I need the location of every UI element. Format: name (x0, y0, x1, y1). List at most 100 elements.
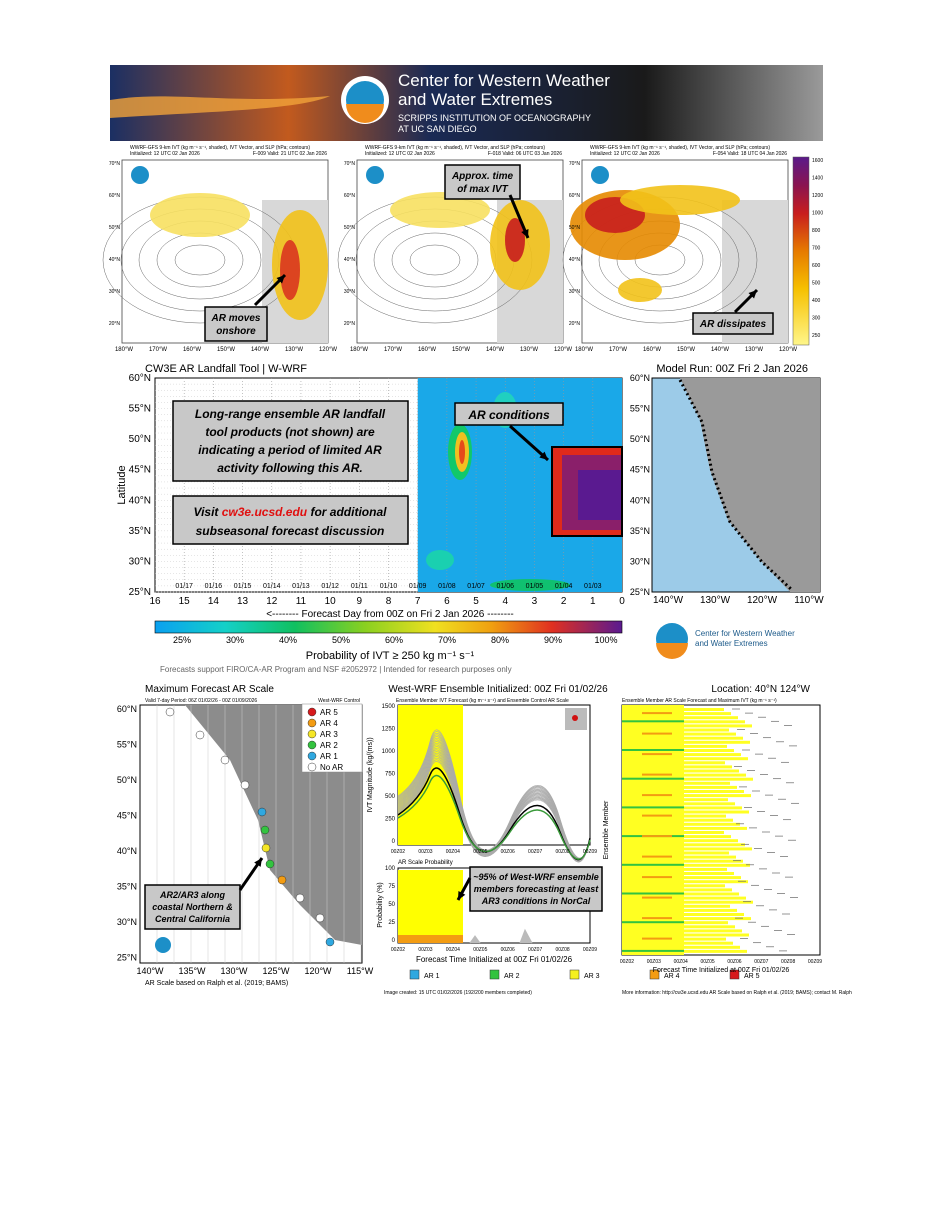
x-tick: 00Z06 (501, 947, 515, 953)
lat-tick: 40°N (129, 495, 151, 506)
shape (684, 736, 743, 740)
shape (622, 720, 684, 723)
date-label: 01/15 (234, 583, 252, 590)
colorbar-tick: 600 (812, 263, 821, 269)
shape (622, 705, 684, 955)
shape (398, 870, 463, 943)
panel-title: Location: 40°N 124°W (711, 684, 810, 695)
shape (684, 843, 745, 847)
x-tick: 00Z04 (446, 947, 460, 953)
colorbar-tick: 50% (332, 635, 350, 645)
ar-point (261, 843, 271, 853)
shape (684, 781, 730, 785)
x-tick: 11 (296, 596, 307, 607)
shape (684, 880, 748, 884)
lon-label: 170°W (149, 347, 167, 353)
shape (684, 761, 725, 765)
x-tick: 00Z04 (674, 959, 688, 965)
shape (642, 876, 672, 879)
map-valid: F-018 Valid: 06 UTC 03 Jan 2026 (488, 151, 562, 157)
x-tick: 00Z02 (391, 849, 405, 855)
shape (649, 969, 660, 980)
shape (684, 933, 749, 937)
shape (684, 859, 743, 863)
lon-tick: 120°W (304, 966, 332, 976)
ivt-shading (618, 278, 662, 302)
shape (642, 917, 672, 920)
lon-label: 150°W (217, 347, 235, 353)
lon-label: 180°W (575, 347, 593, 353)
ar-point (295, 893, 305, 903)
date-label: 01/09 (409, 583, 427, 590)
lon-label: 120°W (554, 347, 572, 353)
logo (131, 166, 149, 184)
x-tick: 00Z03 (647, 959, 661, 965)
lat-label: 30°N (109, 289, 121, 295)
x-tick: 00Z03 (418, 849, 432, 855)
shape (684, 720, 745, 724)
x-tick: 6 (444, 596, 450, 607)
shape (684, 806, 742, 810)
footnote: Image created: 15 UTC 01/02/2026 (192/20… (384, 990, 532, 996)
shape (684, 740, 750, 744)
ar-point (260, 825, 270, 835)
shape (622, 921, 684, 924)
lat-label: 20°N (569, 321, 581, 327)
lat-tick: 60°N (129, 373, 151, 384)
annotation: AR conditions (467, 408, 550, 422)
x-tick: 00Z04 (446, 849, 460, 855)
lat-tick: 60°N (630, 373, 650, 383)
ar-point (257, 807, 267, 817)
legend-label: AR 2 (320, 741, 338, 750)
panel-subtitle: Ensemble Member IVT Forecast (kg m⁻¹ s⁻¹… (396, 698, 569, 704)
logo-text: and Water Extremes (695, 639, 768, 648)
shape (622, 777, 684, 780)
lat-tick: 50°N (630, 434, 650, 444)
x-tick: 9 (357, 596, 363, 607)
x-tick: 00Z06 (727, 959, 741, 965)
colorbar-tick: 25% (173, 635, 191, 645)
logo (155, 937, 171, 953)
lat-label: 30°N (569, 289, 581, 295)
shape (684, 892, 739, 896)
shape (684, 794, 751, 798)
shape (684, 855, 736, 859)
date-label: 01/06 (496, 583, 514, 590)
x-tick: 1 (590, 596, 596, 607)
axis-label: IVT Magnitude (kg/(ms)) (367, 737, 374, 812)
y-tick: 1000 (382, 749, 396, 755)
lat-tick: 55°N (630, 404, 650, 414)
callout-text: ~95% of West-WRF ensemble (473, 872, 599, 882)
date-label: 01/17 (175, 583, 193, 590)
shape (684, 753, 741, 757)
map-annotation: of max IVT (457, 184, 508, 195)
slp-contour (391, 232, 479, 288)
lon-tick: 140°W (136, 966, 164, 976)
shape (622, 892, 684, 895)
shape (578, 470, 622, 520)
arrow-head (748, 290, 757, 299)
y-tick: 0 (392, 839, 396, 845)
logo (656, 643, 688, 659)
probability-shading (490, 579, 570, 591)
x-tick: 13 (237, 596, 249, 607)
mean-trace (397, 775, 591, 860)
panel-title: West-WRF Ensemble Initialized: 00Z Fri 0… (388, 684, 608, 695)
callout-text: subseasonal forecast discussion (196, 524, 385, 538)
date-label: 01/13 (292, 583, 310, 590)
shape (684, 835, 731, 839)
shape (684, 732, 736, 736)
callout-text: cw3e.ucsd.edu (222, 505, 308, 519)
lat-tick: 55°N (117, 740, 137, 750)
banner-ar (110, 96, 330, 118)
lon-label: 140°W (486, 347, 504, 353)
shape (684, 744, 727, 748)
shape (684, 900, 753, 904)
shape (684, 863, 750, 867)
x-tick: 00Z06 (501, 849, 515, 855)
colorbar-tick: 700 (812, 246, 821, 252)
y-tick: 75 (388, 884, 395, 890)
legend-marker (307, 751, 317, 761)
shape (684, 847, 752, 851)
